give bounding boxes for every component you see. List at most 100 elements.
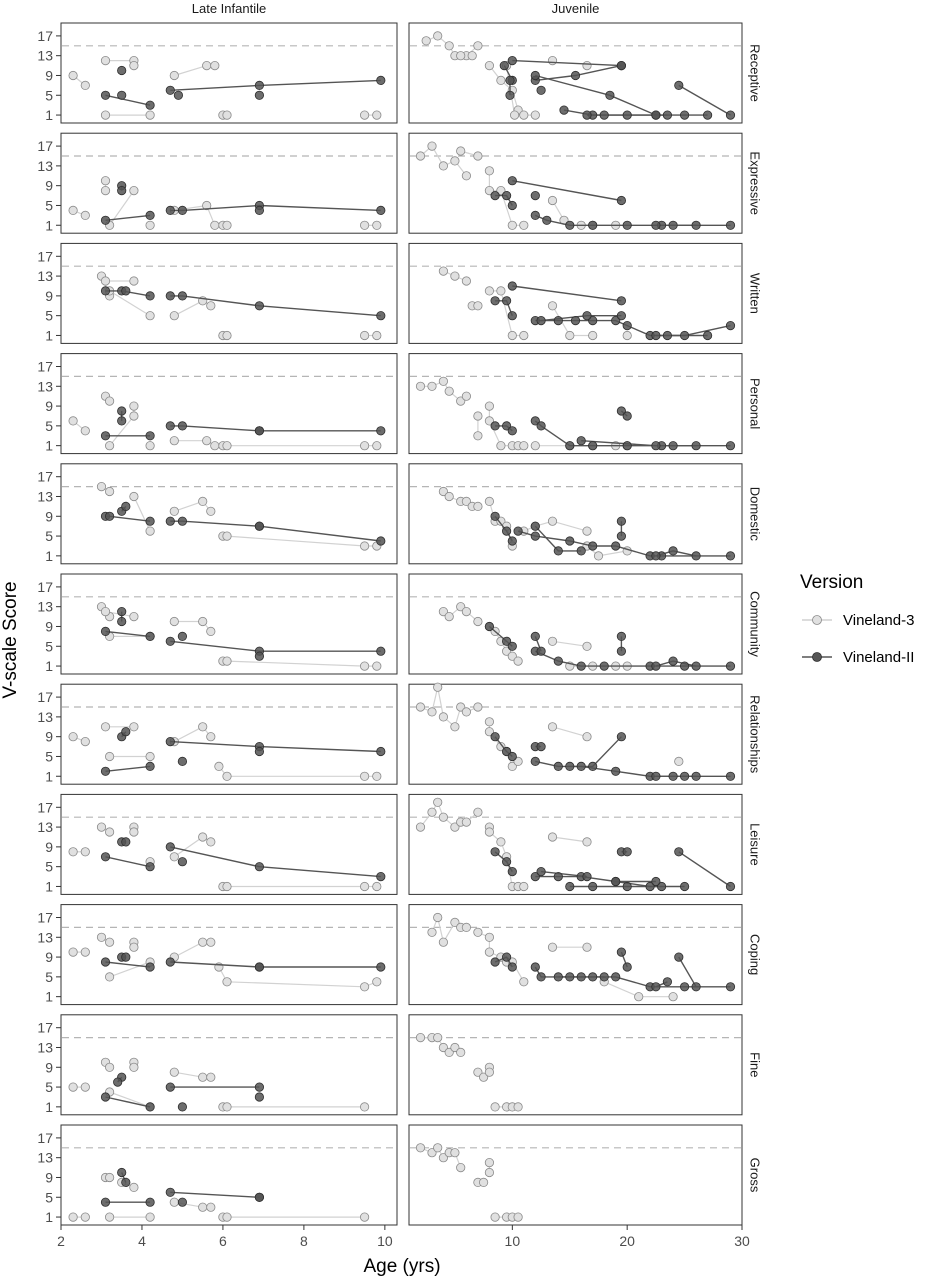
data-point <box>507 751 517 762</box>
data-point <box>438 1042 448 1053</box>
y-tick-label: 5 <box>45 308 53 324</box>
data-point <box>129 611 139 622</box>
data-point <box>461 922 471 933</box>
data-point <box>177 1197 187 1207</box>
data-point <box>145 100 155 110</box>
data-point <box>415 822 426 832</box>
data-point <box>376 871 386 882</box>
data-point <box>542 215 552 225</box>
series-line <box>170 295 381 317</box>
data-point <box>505 75 515 86</box>
data-point <box>547 832 558 842</box>
series-line <box>105 1096 151 1108</box>
data-point <box>165 636 175 646</box>
data-point <box>622 220 632 230</box>
data-point <box>461 817 471 827</box>
data-point <box>129 1182 139 1193</box>
data-point <box>165 957 175 967</box>
data-point <box>473 807 483 817</box>
data-point <box>177 631 187 642</box>
data-point <box>68 416 78 426</box>
data-point <box>68 732 78 742</box>
data-point <box>372 881 382 892</box>
data-point <box>582 871 592 882</box>
panel-frame <box>408 904 743 1006</box>
row-strip-label: Written <box>748 273 763 314</box>
data-point <box>105 751 115 762</box>
data-point <box>473 702 483 712</box>
data-point <box>725 551 736 561</box>
data-point <box>438 266 448 276</box>
data-point <box>530 191 540 201</box>
data-point <box>438 937 448 947</box>
y-tick-label: 1 <box>45 327 53 343</box>
data-point <box>530 756 540 767</box>
data-point <box>616 732 627 742</box>
data-point <box>456 51 466 61</box>
data-point <box>593 551 604 561</box>
data-point <box>214 761 224 772</box>
panel <box>60 1014 398 1116</box>
data-point <box>165 1187 175 1197</box>
y-tick-label: 13 <box>37 929 53 945</box>
y-tick-label: 17 <box>37 689 53 705</box>
data-point <box>177 291 187 301</box>
data-point <box>427 807 437 817</box>
series-line <box>170 520 381 542</box>
data-point <box>582 641 592 651</box>
data-point <box>359 982 370 992</box>
data-point <box>372 441 382 451</box>
series-line <box>170 425 381 432</box>
data-point <box>507 761 517 772</box>
data-point <box>547 516 558 526</box>
data-point <box>421 36 431 46</box>
y-tick-label: 17 <box>37 469 53 485</box>
data-point <box>444 386 454 396</box>
data-point <box>576 546 586 556</box>
legend-label: Vineland-II <box>843 649 914 666</box>
data-point <box>433 1033 443 1043</box>
data-point <box>725 982 736 992</box>
data-point <box>582 110 592 120</box>
data-point <box>121 286 131 296</box>
data-point <box>679 881 690 892</box>
y-tick-label: 13 <box>37 1150 53 1166</box>
data-point <box>433 912 443 923</box>
data-point <box>496 516 506 526</box>
data-point <box>553 761 563 772</box>
column-strip-label: Juvenile <box>552 1 600 16</box>
y-tick-label: 5 <box>45 1189 53 1205</box>
data-point <box>679 771 690 781</box>
data-point <box>100 1092 111 1102</box>
data-point <box>473 301 483 311</box>
data-point <box>668 220 678 230</box>
panel-frame <box>60 904 398 1006</box>
data-point <box>461 707 471 717</box>
data-point <box>169 1197 179 1207</box>
data-point <box>165 85 175 95</box>
data-point <box>450 1148 460 1158</box>
data-point <box>206 1072 216 1082</box>
axes-layer: 1591317159131715913171591317159131715913… <box>37 28 750 1249</box>
data-point <box>145 441 155 451</box>
data-point <box>145 862 155 872</box>
data-point <box>536 741 546 752</box>
data-point <box>553 972 563 982</box>
data-point <box>100 276 111 286</box>
data-point <box>461 391 471 401</box>
data-point <box>427 381 437 391</box>
data-point <box>616 296 627 306</box>
data-point <box>588 220 598 230</box>
data-point <box>565 441 575 451</box>
data-point <box>691 661 701 671</box>
data-point <box>359 330 370 341</box>
data-point <box>415 1033 426 1043</box>
data-point <box>599 110 609 120</box>
panel-frame <box>408 463 743 565</box>
panel-frame <box>60 1124 398 1226</box>
legend-title: Version <box>800 572 863 593</box>
data-point <box>616 516 627 526</box>
data-point <box>691 771 701 781</box>
data-point <box>202 200 212 211</box>
data-point <box>490 511 500 521</box>
